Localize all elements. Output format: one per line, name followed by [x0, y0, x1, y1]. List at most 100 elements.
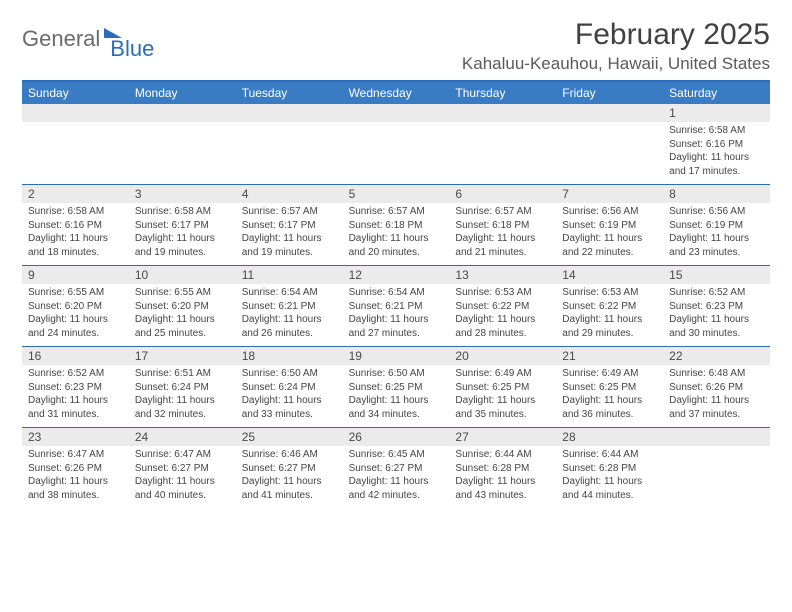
- day-number: 13: [449, 266, 556, 284]
- sunset-line: Sunset: 6:21 PM: [242, 300, 337, 314]
- daylight-line-2: and 44 minutes.: [562, 489, 657, 503]
- sunset-line: Sunset: 6:20 PM: [28, 300, 123, 314]
- daylight-line-2: and 34 minutes.: [349, 408, 444, 422]
- daylight-line-1: Daylight: 11 hours: [28, 394, 123, 408]
- sunrise-line: Sunrise: 6:50 AM: [242, 367, 337, 381]
- sunset-line: Sunset: 6:24 PM: [242, 381, 337, 395]
- daylight-line-1: Daylight: 11 hours: [135, 232, 230, 246]
- day-cell: Sunrise: 6:48 AMSunset: 6:26 PMDaylight:…: [663, 365, 770, 427]
- sunrise-line: Sunrise: 6:56 AM: [562, 205, 657, 219]
- day-cell: Sunrise: 6:53 AMSunset: 6:22 PMDaylight:…: [449, 284, 556, 346]
- sunset-line: Sunset: 6:27 PM: [349, 462, 444, 476]
- sunset-line: Sunset: 6:17 PM: [242, 219, 337, 233]
- sunset-line: Sunset: 6:16 PM: [28, 219, 123, 233]
- sunrise-line: Sunrise: 6:57 AM: [455, 205, 550, 219]
- daylight-line-1: Daylight: 11 hours: [562, 475, 657, 489]
- daylight-line-1: Daylight: 11 hours: [349, 232, 444, 246]
- sunrise-line: Sunrise: 6:46 AM: [242, 448, 337, 462]
- daylight-line-2: and 25 minutes.: [135, 327, 230, 341]
- sunrise-line: Sunrise: 6:58 AM: [28, 205, 123, 219]
- sunset-line: Sunset: 6:18 PM: [349, 219, 444, 233]
- sunset-line: Sunset: 6:18 PM: [455, 219, 550, 233]
- daylight-line-1: Daylight: 11 hours: [242, 232, 337, 246]
- sunrise-line: Sunrise: 6:49 AM: [455, 367, 550, 381]
- sunset-line: Sunset: 6:28 PM: [455, 462, 550, 476]
- day-cell: Sunrise: 6:49 AMSunset: 6:25 PMDaylight:…: [449, 365, 556, 427]
- daylight-line-1: Daylight: 11 hours: [669, 151, 764, 165]
- daylight-line-2: and 24 minutes.: [28, 327, 123, 341]
- day-cell: Sunrise: 6:49 AMSunset: 6:25 PMDaylight:…: [556, 365, 663, 427]
- day-cell: Sunrise: 6:54 AMSunset: 6:21 PMDaylight:…: [343, 284, 450, 346]
- sunset-line: Sunset: 6:16 PM: [669, 138, 764, 152]
- cells-row: Sunrise: 6:52 AMSunset: 6:23 PMDaylight:…: [22, 365, 770, 427]
- day-number: [22, 104, 129, 122]
- daylight-line-1: Daylight: 11 hours: [28, 475, 123, 489]
- day-header: Friday: [556, 82, 663, 104]
- sunset-line: Sunset: 6:25 PM: [349, 381, 444, 395]
- cells-row: Sunrise: 6:55 AMSunset: 6:20 PM Daylight:…: [22, 284, 770, 346]
- daylight-line-2: and 26 minutes.: [242, 327, 337, 341]
- day-cell: Sunrise: 6:45 AMSunset: 6:27 PMDaylight:…: [343, 446, 450, 508]
- daylight-line-2: and 23 minutes.: [669, 246, 764, 260]
- sunset-line: Sunset: 6:23 PM: [28, 381, 123, 395]
- sunrise-line: Sunrise: 6:55 AM: [28, 286, 123, 300]
- day-number: 24: [129, 428, 236, 446]
- day-number: 14: [556, 266, 663, 284]
- day-number: 17: [129, 347, 236, 365]
- day-number: [663, 428, 770, 446]
- sunrise-line: Sunrise: 6:52 AM: [28, 367, 123, 381]
- sunset-line: Sunset: 6:22 PM: [562, 300, 657, 314]
- day-number: 25: [236, 428, 343, 446]
- sunrise-line: Sunrise: 6:57 AM: [349, 205, 444, 219]
- day-cell: [449, 122, 556, 184]
- day-header: Monday: [129, 82, 236, 104]
- title-block: February 2025 Kahaluu-Keauhou, Hawaii, U…: [462, 18, 770, 74]
- daylight-line-1: Daylight: 11 hours: [349, 394, 444, 408]
- daylight-line-2: and 33 minutes.: [242, 408, 337, 422]
- sunrise-line: Sunrise: 6:47 AM: [28, 448, 123, 462]
- sunset-line: Sunset: 6:27 PM: [242, 462, 337, 476]
- sunrise-line: Sunrise: 6:44 AM: [562, 448, 657, 462]
- day-number: 26: [343, 428, 450, 446]
- day-number: 15: [663, 266, 770, 284]
- sunrise-line: Sunrise: 6:49 AM: [562, 367, 657, 381]
- sunset-line: Sunset: 6:26 PM: [28, 462, 123, 476]
- day-cell: Sunrise: 6:53 AMSunset: 6:22 PMDaylight:…: [556, 284, 663, 346]
- cells-row: Sunrise: 6:58 AMSunset: 6:16 PMDaylight:…: [22, 122, 770, 184]
- day-number: 3: [129, 185, 236, 203]
- daynum-row: 16171819202122: [22, 346, 770, 365]
- month-title: February 2025: [462, 18, 770, 52]
- day-number: 28: [556, 428, 663, 446]
- day-number: 9: [22, 266, 129, 284]
- daylight-line-1: Daylight: 11 hours: [669, 313, 764, 327]
- day-cell: [343, 122, 450, 184]
- day-cell: Sunrise: 6:57 AMSunset: 6:18 PMDaylight:…: [343, 203, 450, 265]
- location: Kahaluu-Keauhou, Hawaii, United States: [462, 54, 770, 74]
- logo-text-blue: Blue: [110, 36, 154, 62]
- day-number: 18: [236, 347, 343, 365]
- day-cell: Sunrise: 6:50 AMSunset: 6:25 PMDaylight:…: [343, 365, 450, 427]
- daylight-line-2: and 31 minutes.: [28, 408, 123, 422]
- daylight-line-2: and 18 minutes.: [28, 246, 123, 260]
- day-number: [556, 104, 663, 122]
- day-cell: Sunrise: 6:58 AMSunset: 6:16 PMDaylight:…: [22, 203, 129, 265]
- sunrise-line: Sunrise: 6:56 AM: [669, 205, 764, 219]
- sunset-line: Sunset: 6:21 PM: [349, 300, 444, 314]
- sunset-line: Sunset: 6:27 PM: [135, 462, 230, 476]
- sunrise-line: Sunrise: 6:54 AM: [242, 286, 337, 300]
- daylight-line-1: Daylight: 11 hours: [669, 232, 764, 246]
- daynum-row: 1: [22, 104, 770, 122]
- daylight-line-2: and 21 minutes.: [455, 246, 550, 260]
- daylight-line-2: and 29 minutes.: [562, 327, 657, 341]
- sunrise-line: Sunrise: 6:58 AM: [669, 124, 764, 138]
- sunset-line: Sunset: 6:25 PM: [562, 381, 657, 395]
- day-number: [236, 104, 343, 122]
- daylight-line-1: Daylight: 11 hours: [562, 313, 657, 327]
- daylight-line-1: Daylight: 11 hours: [455, 394, 550, 408]
- daylight-line-2: and 42 minutes.: [349, 489, 444, 503]
- daynum-row: 2345678: [22, 184, 770, 203]
- day-cell: [22, 122, 129, 184]
- daylight-line-2: and 28 minutes.: [455, 327, 550, 341]
- daynum-row: 232425262728: [22, 427, 770, 446]
- sunrise-line: Sunrise: 6:51 AM: [135, 367, 230, 381]
